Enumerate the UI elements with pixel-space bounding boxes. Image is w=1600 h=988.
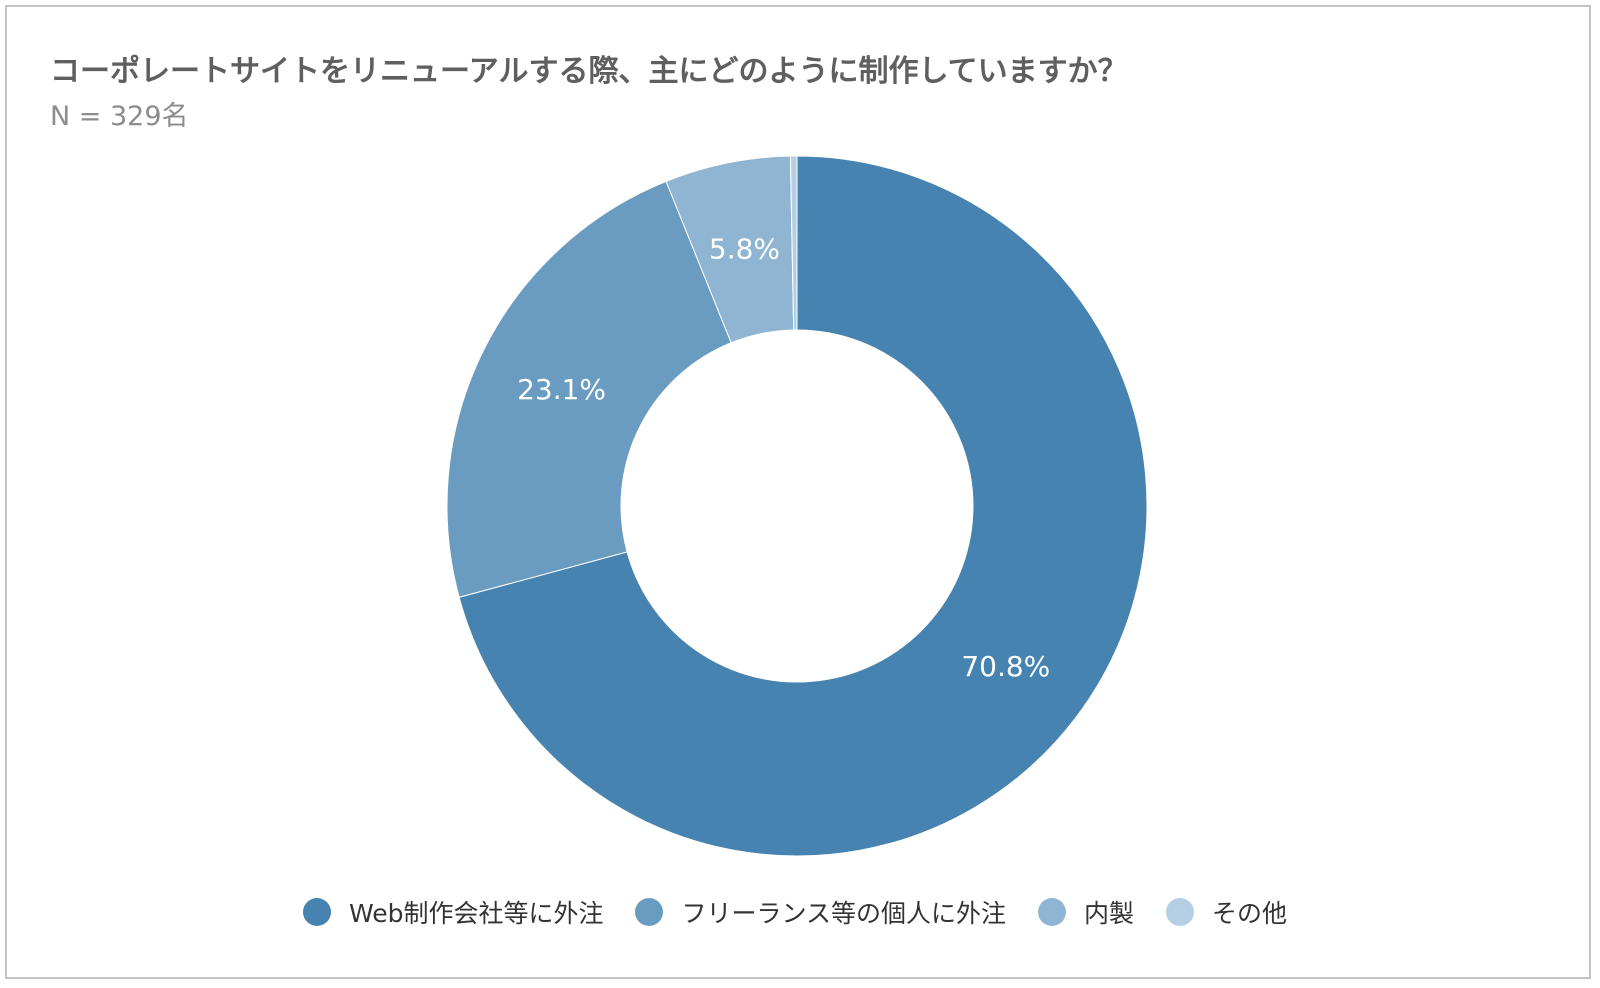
legend: Web制作会社等に外注 フリーランス等の個人に外注 内製 その他: [0, 894, 1590, 930]
slice-other[interactable]: [789, 155, 798, 331]
slice-label-web-agency: 70.8%: [961, 650, 1050, 683]
legend-item-freelance[interactable]: フリーランス等の個人に外注: [635, 894, 1006, 930]
legend-label-other: その他: [1212, 899, 1288, 928]
legend-label-freelance: フリーランス等の個人に外注: [681, 899, 1006, 928]
legend-item-web-agency[interactable]: Web制作会社等に外注: [302, 894, 604, 930]
legend-label-web-agency: Web制作会社等に外注: [348, 899, 604, 928]
slice-label-freelance: 23.1%: [517, 373, 606, 406]
legend-item-other[interactable]: その他: [1166, 894, 1287, 930]
legend-swatch-web-agency: [302, 898, 331, 926]
chart-title: コーポレートサイトをリニューアルする際、主にどのように制作していますか？: [50, 54, 1128, 89]
slice-freelance[interactable]: [446, 180, 732, 598]
chart-subtitle: N = 329名: [50, 101, 189, 132]
legend-swatch-in-house: [1038, 898, 1066, 926]
legend-label-in-house: 内製: [1084, 899, 1135, 928]
slice-label-in-house: 5.8%: [709, 232, 780, 265]
legend-swatch-freelance: [635, 898, 664, 926]
legend-item-in-house[interactable]: 内製: [1038, 894, 1134, 930]
legend-swatch-other: [1166, 898, 1195, 926]
slice-web-agency[interactable]: [458, 155, 1148, 857]
